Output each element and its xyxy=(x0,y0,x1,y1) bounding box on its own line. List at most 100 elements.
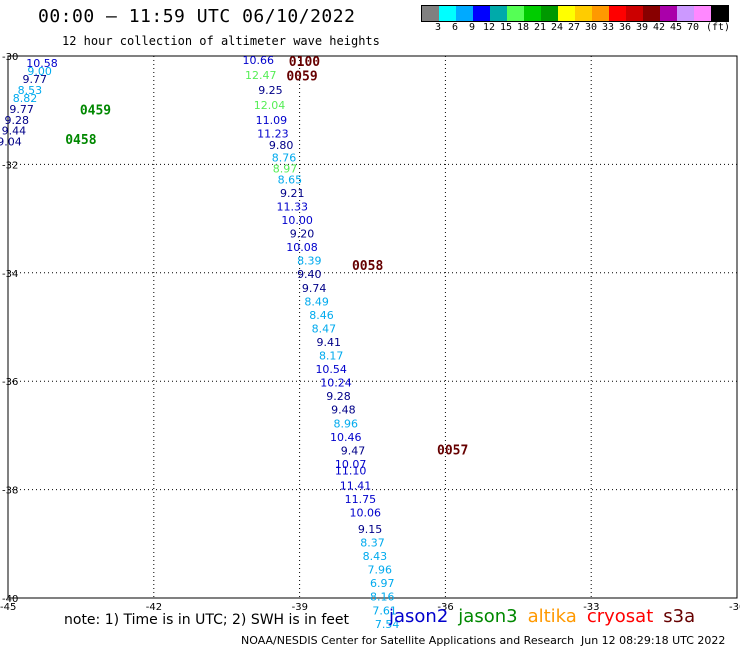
wave-height-value: 12.04 xyxy=(254,99,286,112)
wave-height-value: 7.96 xyxy=(368,564,393,577)
color-scale-label: 30 xyxy=(584,22,598,33)
lon-tick-label: -30 xyxy=(729,602,740,613)
wave-height-value: 8.39 xyxy=(297,255,322,268)
lat-tick-label: -34 xyxy=(2,269,18,280)
color-swatch xyxy=(422,6,439,21)
wave-height-value: 9.25 xyxy=(258,84,283,97)
wave-height-value: 10.24 xyxy=(320,377,352,390)
wave-height-value: 9.80 xyxy=(269,139,294,152)
wave-height-value: 8.16 xyxy=(370,591,395,604)
pass-time-label: 0057 xyxy=(437,443,468,458)
wave-height-value: 10.66 xyxy=(243,54,275,67)
color-swatch xyxy=(660,6,677,21)
lon-tick-label: -39 xyxy=(292,602,308,613)
wave-height-value: 8.65 xyxy=(278,173,303,186)
legend-item: cryosat xyxy=(586,606,654,627)
color-swatch xyxy=(592,6,609,21)
lon-tick-label: -42 xyxy=(146,602,162,613)
color-swatch xyxy=(711,6,728,21)
wave-height-value: 10.08 xyxy=(286,241,318,254)
wave-height-value: 8.97 xyxy=(273,163,298,176)
wave-height-value: 8.82 xyxy=(13,92,38,105)
color-scale-label: 39 xyxy=(635,22,649,33)
footer-timestamp: Jun 12 08:29:18 UTC 2022 xyxy=(581,634,726,647)
note-text: note: 1) Time is in UTC; 2) SWH is in fe… xyxy=(64,612,350,628)
lon-tick-label: -45 xyxy=(0,602,16,613)
wave-height-value: 9.00 xyxy=(27,65,52,78)
wave-height-value: 11.10 xyxy=(335,464,367,477)
lon-tick-label: -36 xyxy=(437,602,453,613)
wave-height-value: 11.75 xyxy=(345,493,377,506)
color-swatch xyxy=(558,6,575,21)
wave-height-value: 9.47 xyxy=(341,444,366,457)
wave-height-value: 9.28 xyxy=(4,114,29,127)
color-swatch xyxy=(677,6,694,21)
wave-height-value: 9.04 xyxy=(0,135,22,148)
color-swatch xyxy=(541,6,558,21)
color-scale-label: 3 xyxy=(434,22,442,33)
map-title: 00:00 – 11:59 UTC 06/10/2022 xyxy=(38,6,356,27)
wave-height-value: 7.61 xyxy=(372,604,397,617)
color-scale-label: 70 xyxy=(686,22,700,33)
color-swatch xyxy=(524,6,541,21)
lat-tick-label: -30 xyxy=(2,52,18,63)
wave-height-value: 8.53 xyxy=(18,84,43,97)
color-scale-label: 42 xyxy=(652,22,666,33)
legend-item: s3a xyxy=(663,606,696,627)
wave-height-value: 10.06 xyxy=(349,507,381,520)
color-swatch xyxy=(490,6,507,21)
wave-height-value: 8.76 xyxy=(272,152,297,165)
wave-height-value: 8.17 xyxy=(319,350,344,363)
color-scale-label: 45 xyxy=(669,22,683,33)
color-swatch xyxy=(473,6,490,21)
wave-height-value: 9.41 xyxy=(317,336,342,349)
wave-height-value: 9.15 xyxy=(358,523,383,536)
wave-height-value: 8.43 xyxy=(363,550,388,563)
color-scale-label: 36 xyxy=(618,22,632,33)
color-scale-label: 15 xyxy=(499,22,513,33)
wave-height-value: 9.77 xyxy=(9,103,34,116)
lon-tick-label: -33 xyxy=(583,602,599,613)
pass-time-label: 0459 xyxy=(80,104,111,119)
legend-item: jason2 xyxy=(389,606,449,627)
color-swatch xyxy=(694,6,711,21)
color-swatch xyxy=(609,6,626,21)
wave-height-value: 11.23 xyxy=(257,127,289,140)
color-swatch xyxy=(626,6,643,21)
wave-height-value: 9.40 xyxy=(297,268,322,281)
wave-height-value: 8.49 xyxy=(304,295,329,308)
color-swatch xyxy=(456,6,473,21)
color-swatch xyxy=(439,6,456,21)
color-scale-label: 33 xyxy=(601,22,615,33)
wave-height-value: 8.46 xyxy=(309,309,334,322)
color-scale-label: 6 xyxy=(451,22,459,33)
wave-height-value: 9.20 xyxy=(290,228,315,241)
wave-height-value: 9.48 xyxy=(331,404,356,417)
wave-height-value: 10.07 xyxy=(335,458,367,471)
wave-height-value: 9.21 xyxy=(280,187,305,200)
wave-height-value: 11.33 xyxy=(277,200,309,213)
wave-height-value: 9.77 xyxy=(22,73,47,86)
color-scale-label: 12 xyxy=(482,22,496,33)
legend-item: jason3 xyxy=(458,606,518,627)
wave-height-value: 10.00 xyxy=(281,214,313,227)
wave-height-value: 6.97 xyxy=(370,577,395,590)
color-scale-label: 27 xyxy=(567,22,581,33)
pass-time-label: 0100 xyxy=(289,55,320,70)
wave-height-value: 8.37 xyxy=(360,537,385,550)
wave-height-value: 9.74 xyxy=(302,282,327,295)
color-swatch xyxy=(575,6,592,21)
color-swatch xyxy=(507,6,524,21)
pass-time-label: 0058 xyxy=(352,259,383,274)
color-scale-bar xyxy=(421,5,729,22)
lat-tick-label: -40 xyxy=(2,594,18,605)
wave-height-value: 8.96 xyxy=(334,417,359,430)
wave-height-value: 10.58 xyxy=(26,57,58,70)
color-swatch xyxy=(643,6,660,21)
wave-height-value: 10.46 xyxy=(330,431,362,444)
map-subtitle: 12 hour collection of altimeter wave hei… xyxy=(62,34,380,48)
wave-height-value: 9.44 xyxy=(2,125,27,138)
wave-height-value: 11.41 xyxy=(340,480,372,493)
wave-height-value: 8.47 xyxy=(312,322,337,335)
